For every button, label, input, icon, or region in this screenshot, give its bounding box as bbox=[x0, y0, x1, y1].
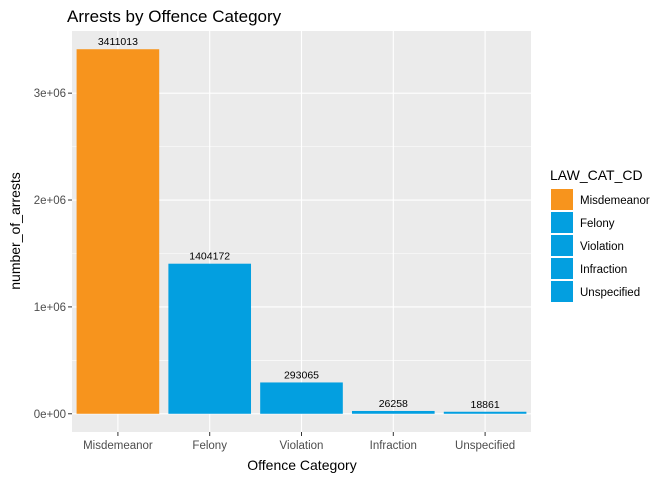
legend-label: Misdemeanor bbox=[580, 195, 650, 207]
legend-items: Misdemeanor Felony Violation Infraction Unsp… bbox=[551, 189, 650, 302]
data-label-unspecified: 18861 bbox=[470, 399, 499, 411]
bars bbox=[76, 49, 527, 414]
chart-title: Arrests by Offence Category bbox=[67, 7, 282, 26]
data-label-infraction: 26258 bbox=[379, 398, 408, 410]
legend-label: Infraction bbox=[580, 264, 627, 276]
bar-felony bbox=[168, 263, 252, 414]
y-axis-title: number_of_arrests bbox=[7, 172, 23, 290]
x-tick-label: Unspecified bbox=[455, 440, 515, 452]
data-label-misdemeanor: 3411013 bbox=[98, 36, 138, 48]
x-axis-title: Offence Category bbox=[247, 457, 356, 473]
y-tick-label: 1e+06 bbox=[34, 302, 66, 314]
data-labels: 3411013 1404172 293065 26258 18861 bbox=[98, 36, 500, 411]
bar-violation bbox=[260, 382, 343, 414]
data-label-violation: 293065 bbox=[284, 369, 319, 381]
legend-swatch bbox=[551, 189, 573, 210]
bar-unspecified bbox=[443, 411, 527, 414]
x-axis: Misdemeanor Felony Violation Infraction Unsp… bbox=[83, 432, 515, 452]
legend-swatch bbox=[551, 235, 573, 256]
legend-swatch bbox=[551, 258, 573, 279]
x-tick-label: Violation bbox=[280, 440, 324, 452]
y-axis: 0e+00 1e+06 2e+06 3e+06 bbox=[34, 88, 72, 421]
bar-misdemeanor bbox=[76, 49, 160, 414]
y-tick-label: 2e+06 bbox=[34, 195, 66, 207]
legend-title: LAW_CAT_CD bbox=[550, 167, 643, 183]
y-tick-label: 3e+06 bbox=[34, 88, 66, 100]
bar-infraction bbox=[351, 410, 435, 414]
legend-label: Unspecified bbox=[580, 287, 640, 299]
legend-label: Felony bbox=[580, 218, 615, 230]
x-tick-label: Misdemeanor bbox=[83, 440, 153, 452]
legend: LAW_CAT_CD Misdemeanor Felony Violation Inf… bbox=[550, 167, 650, 302]
x-tick-label: Infraction bbox=[370, 440, 417, 452]
y-tick-label: 0e+00 bbox=[34, 409, 66, 421]
data-label-felony: 1404172 bbox=[189, 251, 230, 263]
legend-label: Violation bbox=[580, 241, 624, 253]
x-tick-label: Felony bbox=[192, 440, 227, 452]
legend-swatch bbox=[551, 212, 573, 233]
legend-swatch bbox=[551, 281, 573, 302]
